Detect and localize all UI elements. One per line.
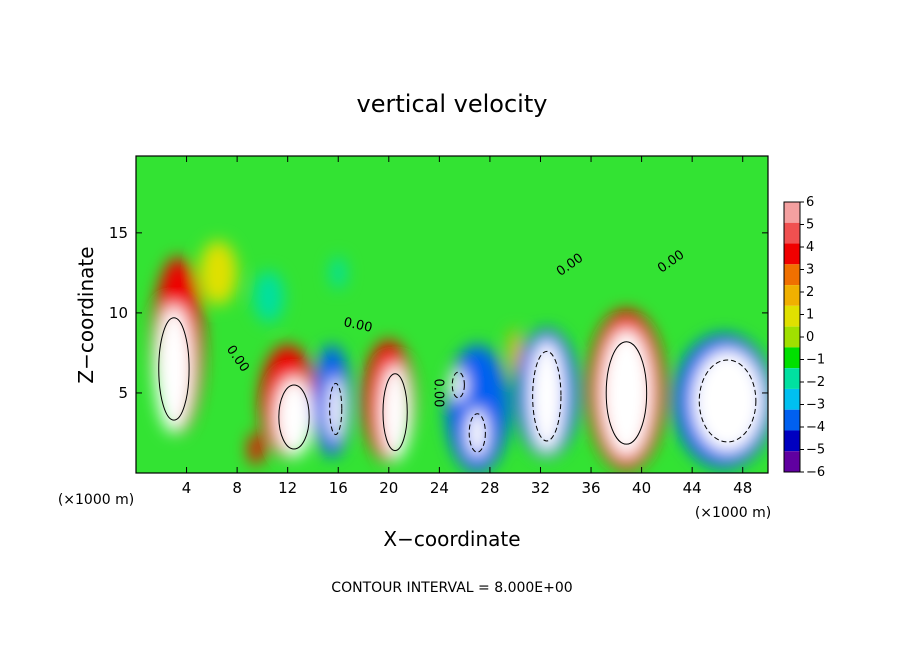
contour-line-9 <box>329 382 343 436</box>
field-cell-18 <box>253 271 284 323</box>
colorbar-label-1: 5 <box>806 218 814 233</box>
x-tick-label-36: 36 <box>581 479 600 497</box>
x-tick-label-44: 44 <box>683 479 702 497</box>
field-cell-2 <box>275 376 313 457</box>
colorbar-label-5: 1 <box>806 308 814 323</box>
contour-label-2: 0.00 <box>342 315 373 336</box>
x-axis-title: X−coordinate <box>383 527 520 551</box>
field-cell-6 <box>601 328 652 457</box>
colorbar-swatch-4 <box>784 285 800 306</box>
contour-interval-note: CONTOUR INTERVAL = 8.000E+00 <box>331 580 572 596</box>
colorbar-label-4: 2 <box>806 285 814 300</box>
y-tick-label-15: 15 <box>109 224 128 242</box>
colorbar-label-9: −3 <box>806 398 825 413</box>
colorbar-swatch-7 <box>784 347 800 369</box>
x-tick-label-28: 28 <box>480 479 499 497</box>
field-cell-21 <box>508 328 522 377</box>
contour-line-6 <box>605 341 648 445</box>
x-tick-label-32: 32 <box>531 479 550 497</box>
plot-area: 0.00 0.000.000.000.00 <box>136 156 768 473</box>
colorbar-swatch-11 <box>784 430 800 452</box>
colorbar-swatch-8 <box>784 368 800 389</box>
colorbar-label-10: −4 <box>806 420 825 435</box>
x-tick-label-40: 40 <box>632 479 651 497</box>
contour-line-12 <box>468 413 486 453</box>
colorbar-label-3: 3 <box>806 263 814 278</box>
x-tick-label-48: 48 <box>733 479 752 497</box>
colorbar-swatch-0 <box>784 202 800 223</box>
x-tick-label-4: 4 <box>182 479 192 497</box>
contour-line-0 <box>158 317 190 421</box>
x-tick-label-20: 20 <box>379 479 398 497</box>
colorbar-swatch-6 <box>784 326 800 348</box>
x-tick-label-24: 24 <box>430 479 449 497</box>
field-cell-4 <box>379 364 411 461</box>
y-tick-label-5: 5 <box>118 384 128 402</box>
x-tick-label-16: 16 <box>329 479 348 497</box>
y-axis-title: Z−coordinate <box>74 246 98 383</box>
x-tick-label-8: 8 <box>232 479 242 497</box>
colorbar-label-0: 6 <box>806 195 814 210</box>
colorbar-swatch-3 <box>784 264 800 286</box>
field-cell-13 <box>450 368 466 401</box>
y-tick-label-10: 10 <box>109 304 128 322</box>
x-unit-left: (×1000 m) <box>58 492 134 508</box>
x-tick-label-12: 12 <box>278 479 297 497</box>
field-cell-16 <box>692 349 763 453</box>
contour-line-14 <box>532 350 562 442</box>
colorbar-swatch-1 <box>784 222 800 244</box>
colorbar-label-11: −5 <box>806 443 825 458</box>
colorbar-swatch-2 <box>784 243 800 265</box>
contour-line-13 <box>451 371 465 399</box>
plot-frame <box>135 155 769 474</box>
chart-title: vertical velocity <box>357 90 548 118</box>
x-unit-right: (×1000 m) <box>695 505 771 521</box>
colorbar-swatch-5 <box>784 305 800 327</box>
field-cell-9 <box>328 376 344 441</box>
colorbar-swatch-10 <box>784 409 800 431</box>
contour-line-2 <box>278 384 310 450</box>
field-cell-19 <box>330 256 346 289</box>
colorbar-swatch-12 <box>784 451 800 472</box>
colorbar-label-6: 0 <box>806 330 814 345</box>
colorbar-swatch-9 <box>784 388 800 410</box>
contour-line-4 <box>382 373 408 452</box>
colorbar: 6 5 4 3 2 1 0 −1 −2 −3 −4 −5 −6 <box>783 195 825 480</box>
contour-line-16 <box>698 359 757 443</box>
colorbar-label-12: −6 <box>806 465 825 480</box>
field-cell-20 <box>199 240 238 305</box>
field-cell-8 <box>248 432 264 465</box>
colorbar-label-2: 4 <box>806 240 814 255</box>
field-cell-12 <box>467 408 488 457</box>
colorbar-label-8: −2 <box>806 375 825 390</box>
field-cell-0 <box>154 304 193 433</box>
contour-label-4: 0.00 <box>430 378 445 407</box>
field-cell-14 <box>529 340 565 453</box>
colorbar-label-7: −1 <box>806 353 825 368</box>
